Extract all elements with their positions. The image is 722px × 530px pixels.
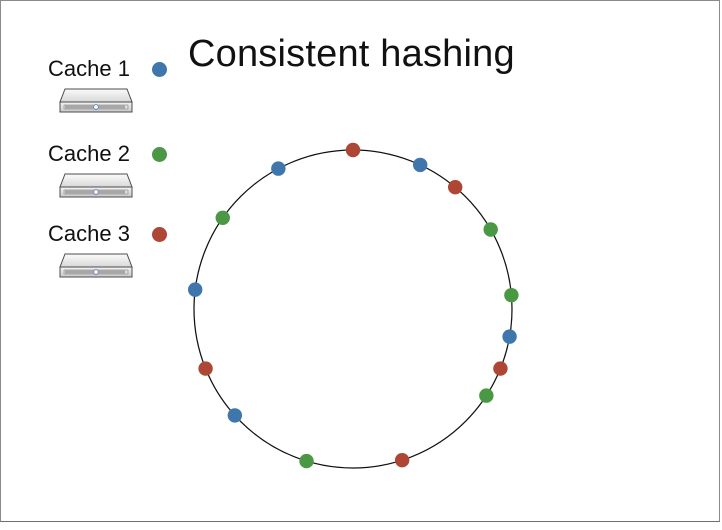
server-icon: [59, 173, 133, 198]
ring-node-cache-2-14: [215, 210, 230, 225]
legend-item-cache-1: Cache 1: [48, 56, 178, 126]
ring-node-cache-3-1: [345, 142, 361, 158]
legend-label-cache-2: Cache 2: [48, 141, 130, 166]
ring-node-cache-3-9: [394, 453, 410, 468]
cache-1-color-dot: [152, 62, 167, 77]
ring-node-cache-1-11: [227, 408, 243, 423]
ring-node-cache-2-5: [504, 287, 519, 303]
cache-2-color-dot: [152, 147, 167, 162]
ring-node-group: [187, 142, 519, 469]
ring-node-cache-1-2: [413, 157, 428, 173]
ring-node-cache-2-10: [299, 453, 314, 469]
ring-node-cache-2-4: [483, 222, 498, 237]
ring-node-cache-2-8: [479, 388, 494, 403]
legend-label-cache-3: Cache 3: [48, 221, 130, 246]
legend-item-cache-2: Cache 2: [48, 141, 178, 211]
slide-title: Consistent hashing: [188, 33, 515, 75]
cache-3-color-dot: [152, 227, 167, 242]
ring-node-cache-1-15: [271, 161, 286, 176]
ring-node-cache-1-6: [502, 329, 517, 344]
hash-ring: [193, 149, 513, 469]
ring-node-cache-3-7: [493, 361, 508, 376]
legend-item-cache-3: Cache 3: [48, 221, 178, 291]
ring-node-cache-3-12: [198, 361, 213, 376]
ring-node-cache-3-3: [448, 180, 463, 195]
cache-legend: Cache 1: [1, 1, 181, 301]
ring-node-cache-1-13: [187, 282, 203, 297]
server-icon: [59, 253, 133, 278]
consistent-hashing-ring-diagram: [187, 142, 519, 469]
legend-label-cache-1: Cache 1: [48, 56, 130, 81]
server-icon: [59, 88, 133, 113]
